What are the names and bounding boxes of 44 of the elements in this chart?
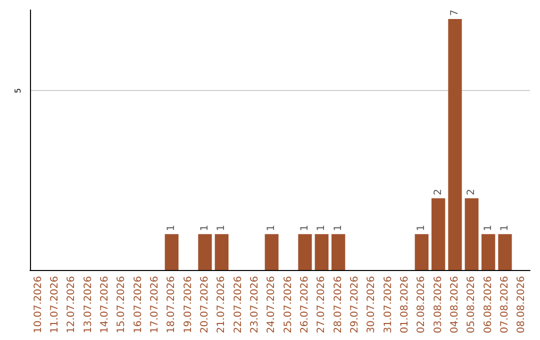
x-tick-label: 08.08.2026 [516, 276, 528, 334]
data-label: 7 [450, 10, 460, 16]
data-label: 1 [266, 224, 278, 232]
x-tick-label: 23.07.2026 [250, 276, 260, 334]
x-tick-label: 13.07.2026 [82, 276, 94, 334]
data-label: 1 [200, 224, 210, 232]
x-tick-label: 01.08.2026 [400, 276, 410, 334]
x-tick-label: 07.08.2026 [500, 276, 510, 334]
x-tick-label: 15.07.2026 [116, 276, 128, 334]
data-label: 1 [300, 224, 310, 232]
x-tick-label: 17.07.2026 [150, 276, 160, 334]
x-tick-label: 19.07.2026 [182, 276, 194, 334]
x-tick-label: 11.07.2026 [50, 276, 60, 334]
x-tick-label: 28.07.2026 [332, 276, 344, 334]
data-label: 1 [166, 224, 178, 232]
x-tick-label: 26.07.2026 [300, 276, 310, 334]
data-label: 2 [432, 188, 444, 196]
x-tick-label: 24.07.2026 [266, 276, 278, 334]
x-tick-label: 16.07.2026 [132, 276, 144, 334]
x-tick-label: 14.07.2026 [100, 276, 110, 334]
x-tick-label: 05.08.2026 [466, 276, 478, 334]
x-tick-label: 04.08.2026 [450, 276, 460, 334]
x-tick-label: 21.07.2026 [216, 276, 228, 334]
y-tick-label: 5 [14, 88, 22, 94]
data-label: 1 [332, 224, 344, 232]
data-label: 1 [482, 224, 494, 232]
x-tick-label: 03.08.2026 [432, 276, 444, 334]
data-label: 1 [216, 224, 228, 232]
x-tick-label: 18.07.2026 [166, 276, 178, 334]
data-label: 2 [466, 188, 478, 196]
x-tick-label: 20.07.2026 [200, 276, 210, 334]
x-tick-label: 29.07.2026 [350, 276, 360, 334]
x-tick-label: 30.07.2026 [366, 276, 378, 334]
x-tick-label: 06.08.2026 [482, 276, 494, 334]
x-tick-label: 25.07.2026 [282, 276, 294, 334]
data-label: 1 [316, 224, 328, 232]
x-tick-label: 22.07.2026 [232, 276, 244, 334]
x-tick-label: 31.07.2026 [382, 276, 394, 334]
x-tick-label: 27.07.2026 [316, 276, 328, 334]
x-tick-label: 12.07.2026 [66, 276, 78, 334]
data-label: 1 [500, 224, 510, 232]
data-label: 1 [416, 224, 428, 232]
x-tick-label: 02.08.2026 [416, 276, 428, 334]
x-tick-label: 10.07.2026 [32, 276, 44, 334]
